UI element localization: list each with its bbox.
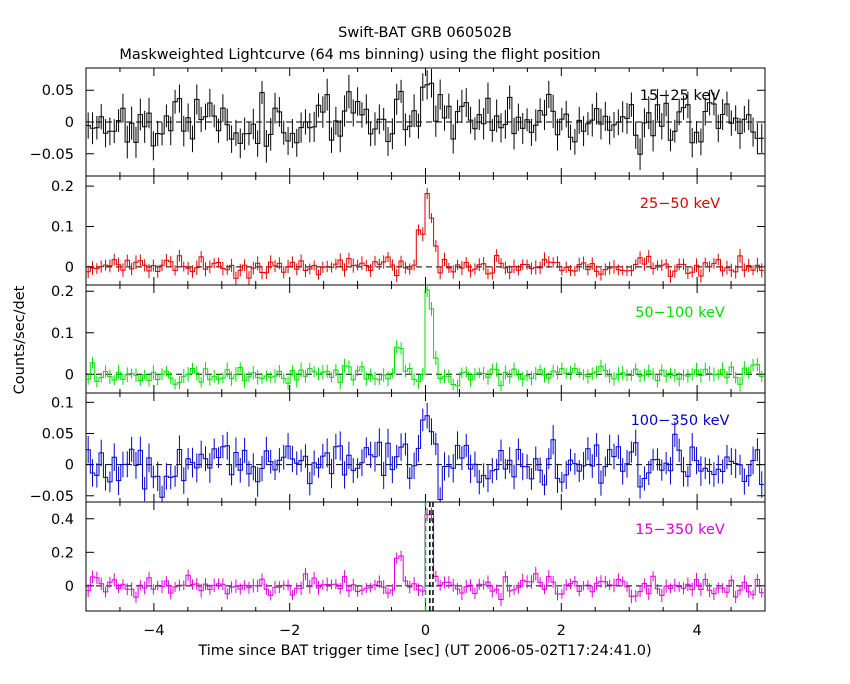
- chart-subtitle: Maskweighted Lightcurve (64 ms binning) …: [119, 47, 600, 63]
- x-tick-label: −4: [143, 623, 164, 639]
- series-label: 100−350 keV: [631, 413, 730, 429]
- y-tick-label: 0.2: [51, 179, 74, 195]
- chart-title: Swift-BAT GRB 060502B: [338, 25, 512, 41]
- y-tick-label: −0.05: [30, 147, 74, 163]
- y-tick-label: 0: [65, 260, 74, 276]
- series-label: 15−350 keV: [635, 522, 725, 538]
- series-label: 50−100 keV: [635, 305, 725, 321]
- y-tick-label: 0.4: [51, 512, 74, 528]
- y-axis-label: Counts/sec/det: [12, 285, 28, 394]
- x-axis-label: Time since BAT trigger time [sec] (UT 20…: [197, 643, 651, 659]
- x-tick-label: −2: [279, 623, 300, 639]
- series-line: [86, 193, 764, 279]
- y-tick-label: 0.2: [51, 284, 74, 300]
- y-tick-label: −0.05: [30, 489, 74, 505]
- y-tick-label: 0: [65, 458, 74, 474]
- panel-5: 0 0.2 0.4 15−350 keV −4 −2 0 2 4: [51, 501, 766, 639]
- y-tick-label: 0.1: [51, 395, 74, 411]
- y-tick-label: 0.1: [51, 219, 74, 235]
- y-tick-label: 0: [65, 115, 74, 131]
- series-line: [86, 514, 764, 600]
- y-tick-label: 0.05: [42, 83, 74, 99]
- series-line: [86, 289, 764, 387]
- y-tick-label: 0: [65, 579, 74, 595]
- series-label: 25−50 keV: [640, 196, 720, 212]
- y-tick-label: 0.1: [51, 326, 74, 342]
- y-tick-label: 0.2: [51, 545, 74, 561]
- panel-3: 0 0.1 0.2 50−100 keV: [51, 284, 766, 394]
- x-tick-label: 4: [692, 623, 701, 639]
- y-tick-label: 0.05: [42, 426, 74, 442]
- panel-2: 0 0.1 0.2 25−50 keV: [51, 175, 766, 286]
- series-label: 15−25 keV: [640, 88, 720, 104]
- panel-4: −0.05 0 0.05 0.1 100−350 keV: [30, 392, 766, 505]
- x-tick-label: 0: [421, 623, 430, 639]
- y-tick-label: 0: [65, 367, 74, 383]
- series-line: [86, 82, 764, 155]
- panel-1: −0.05 0 0.05 15−25 keV: [30, 67, 766, 177]
- x-tick-label: 2: [557, 623, 566, 639]
- series-line: [86, 415, 764, 500]
- panel-frame: [85, 392, 766, 503]
- error-bars: [87, 68, 763, 170]
